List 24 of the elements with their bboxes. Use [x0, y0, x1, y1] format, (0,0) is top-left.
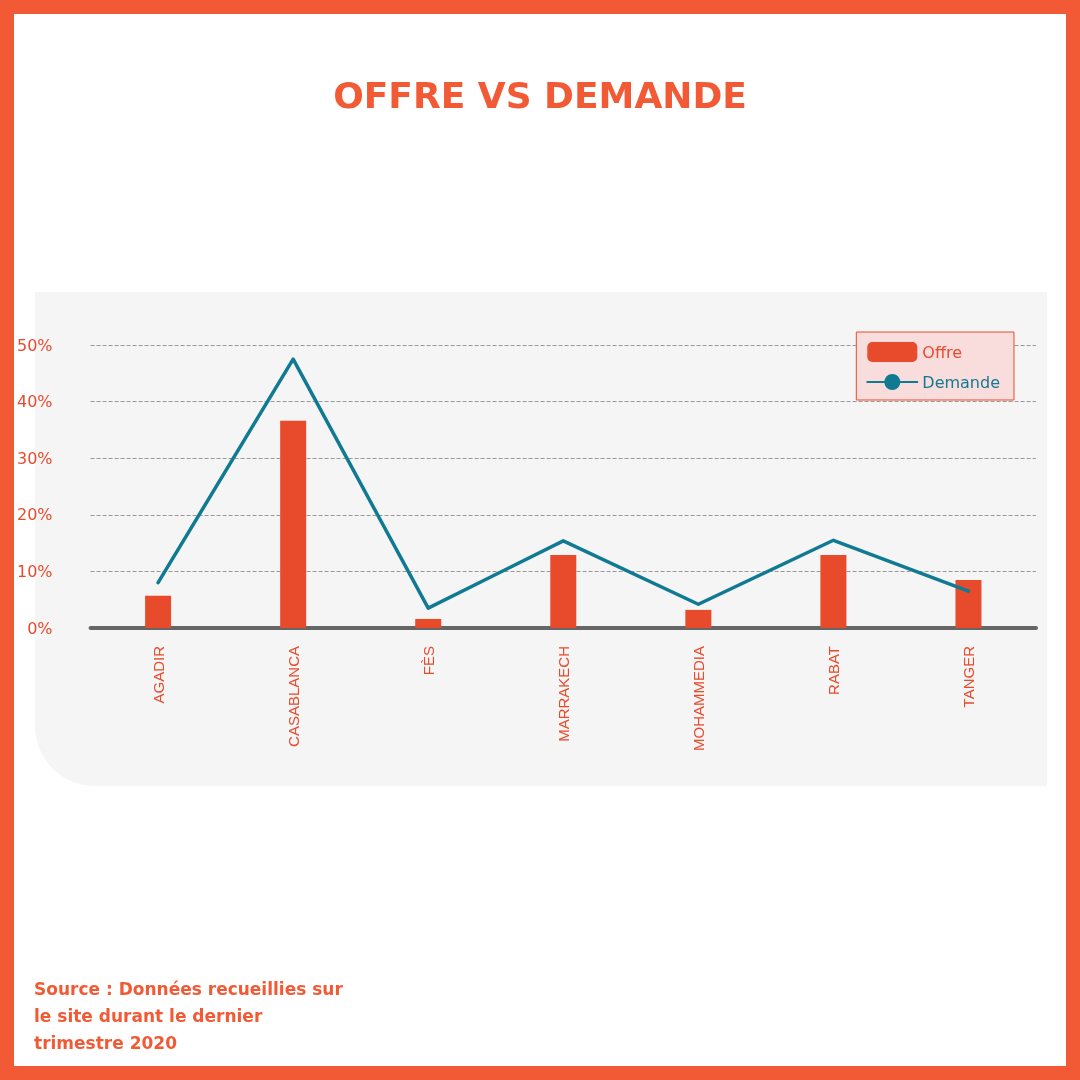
bar	[145, 595, 172, 628]
y-tick-label: 30%	[17, 448, 53, 468]
x-tick-label: AGADIR	[149, 645, 167, 704]
y-tick-label: 50%	[17, 335, 53, 355]
x-tick-label: MOHAMMEDIA	[689, 646, 707, 751]
bar	[550, 554, 577, 628]
bar	[820, 554, 847, 628]
bar	[415, 618, 442, 628]
chart-title: OFFRE VS DEMANDE	[333, 74, 747, 116]
legend-label: Demande	[922, 372, 1001, 392]
x-tick-label: RABAT	[824, 646, 842, 695]
y-tick-label: 20%	[17, 505, 53, 525]
bar	[955, 579, 982, 628]
legend-label: Offre	[922, 342, 962, 362]
x-tick-label: MARRAKECH	[554, 646, 572, 742]
x-tick-label: CASABLANCA	[284, 646, 302, 747]
source-note: Source : Données recueillies sur le site durant le dernier trimestre 2020	[34, 978, 344, 1055]
bar	[685, 609, 712, 628]
y-tick-label: 10%	[17, 561, 53, 581]
x-tick-label: TANGER	[959, 645, 977, 708]
bar	[280, 420, 307, 628]
y-tick-label: 40%	[17, 392, 53, 412]
x-tick-label: FÈS	[419, 646, 437, 676]
y-tick-label: 0%	[27, 618, 53, 638]
